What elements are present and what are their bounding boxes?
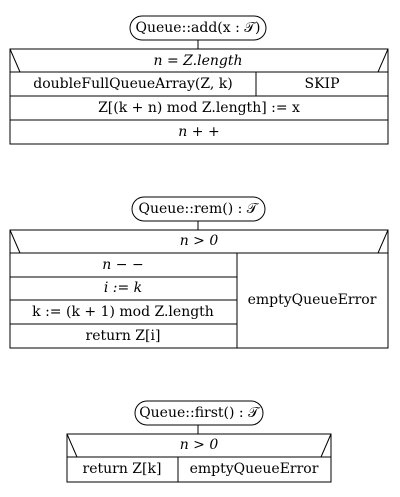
add-branch-left-slash (9, 48, 21, 73)
add-header-text: Queue::add(x : 𝒯) (136, 20, 261, 36)
first-branch-right-slash (320, 433, 332, 458)
rem-then-statement-2: i := k (104, 280, 142, 296)
add-yes-branch-text: doubleFullQueueArray(Z, k) (33, 76, 232, 92)
rem-block-frame (9, 229, 389, 349)
rem-then-statement-3: k := (k + 1) mod Z.length (32, 304, 214, 320)
first-header-pill (134, 400, 264, 426)
add-branch-right-slash (377, 48, 389, 73)
add-statement-assign: Z[(k + n) mod Z.length] := x (98, 100, 300, 116)
first-then-text: return Z[k] (83, 461, 162, 477)
first-else-text: emptyQueueError (190, 461, 319, 477)
rem-header-text: Queue::rem() : 𝒯 (138, 201, 259, 217)
rem-condition-text: n > 0 (180, 233, 219, 249)
rem-then-statement-1: n − − (102, 257, 143, 273)
rem-branch-right-slash (377, 229, 389, 254)
first-condition-text: n > 0 (180, 437, 219, 453)
first-branch-left-slash (66, 433, 78, 458)
rem-then-statement-4: return Z[i] (86, 328, 161, 344)
first-header-text: Queue::first() : 𝒯 (139, 405, 261, 421)
add-statement-increment: n + + (178, 124, 219, 140)
add-no-branch-text: SKIP (305, 76, 340, 92)
rem-branch-left-slash (9, 229, 21, 254)
add-condition-text: n = Z.length (154, 53, 243, 69)
rem-else-text: emptyQueueError (248, 292, 377, 308)
first-block-frame (66, 433, 332, 483)
